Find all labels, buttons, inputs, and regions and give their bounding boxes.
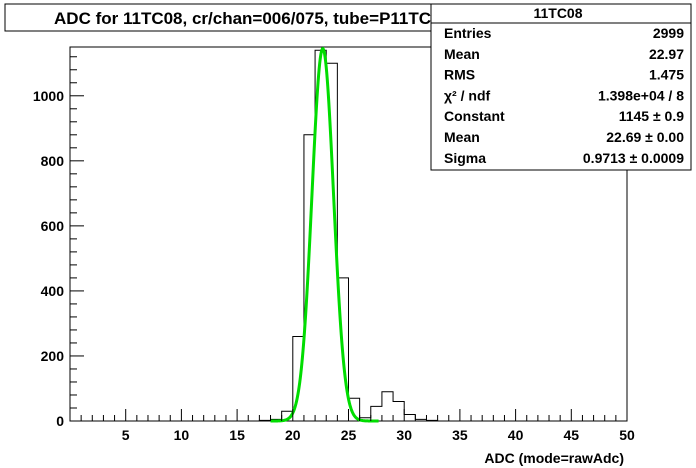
stats-row-value: 1.475 — [649, 67, 684, 83]
x-tick-label: 15 — [229, 427, 245, 443]
stats-row-value: 22.97 — [649, 46, 684, 62]
y-tick-label: 200 — [41, 348, 65, 364]
stats-box: 11TC08 Entries 2999 Mean 22.97 RMS 1.475 χ² / … — [430, 3, 692, 171]
x-tick-label: 20 — [285, 427, 301, 443]
x-tick-label: 10 — [174, 427, 190, 443]
x-tick-label: 25 — [341, 427, 357, 443]
y-tick-label: 800 — [41, 153, 65, 169]
stats-box-border — [430, 3, 692, 171]
stats-row-label: Mean — [444, 46, 480, 62]
x-tick-label: 40 — [508, 427, 524, 443]
stats-box-name: 11TC08 — [533, 5, 582, 21]
stats-row-label: Entries — [444, 25, 492, 41]
x-tick-label: 5 — [122, 427, 130, 443]
stats-row-label: RMS — [444, 67, 475, 83]
stats-row-label: χ² / ndf — [444, 87, 490, 103]
gaussian-fit-curve — [270, 46, 379, 423]
x-tick-label: 30 — [396, 427, 412, 443]
y-tick-label: 400 — [41, 283, 65, 299]
x-tick-label: 45 — [564, 427, 580, 443]
stats-row-label: Mean — [444, 129, 480, 145]
stats-row-value: 0.9713 ± 0.0009 — [583, 150, 684, 166]
stats-row-value: 1.398e+04 / 8 — [598, 87, 684, 103]
title-box-border — [4, 3, 501, 32]
title-box: ADC for 11TC08, cr/chan=006/075, tube=P1… — [4, 3, 501, 32]
x-axis-label: ADC (mode=rawAdc) — [484, 450, 624, 466]
y-tick-label: 1000 — [33, 88, 64, 104]
stats-row-value: 2999 — [653, 25, 684, 41]
x-tick-label: 35 — [452, 427, 468, 443]
stats-row-label: Constant — [444, 108, 505, 124]
x-axis: 5 10 15 20 25 30 35 40 45 50 — [80, 409, 635, 443]
histogram-title: ADC for 11TC08, cr/chan=006/075, tube=P1… — [54, 9, 450, 28]
histogram-bars — [258, 49, 439, 421]
y-axis: 0 200 400 600 800 1000 — [33, 56, 84, 429]
stats-row-value: 22.69 ± 0.00 — [606, 129, 684, 145]
y-tick-label: 600 — [41, 218, 65, 234]
x-tick-label: 50 — [619, 427, 635, 443]
fit-layer — [270, 46, 379, 423]
stats-row-label: Sigma — [444, 150, 486, 166]
y-tick-label: 0 — [56, 413, 64, 429]
stats-row-value: 1145 ± 0.9 — [619, 108, 685, 124]
